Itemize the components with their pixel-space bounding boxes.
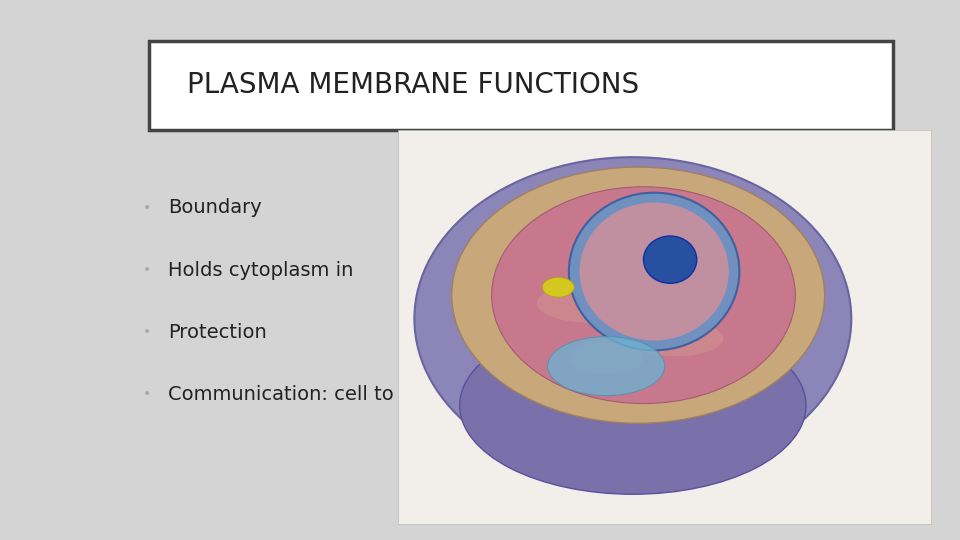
Text: •: • [143,325,151,339]
Ellipse shape [569,193,739,350]
Ellipse shape [569,342,643,374]
Ellipse shape [547,336,664,396]
Text: Protection: Protection [168,322,267,342]
Ellipse shape [590,303,676,335]
Ellipse shape [452,167,825,423]
Text: •: • [143,387,151,401]
Ellipse shape [643,236,697,284]
Ellipse shape [492,187,795,403]
Text: PLASMA MEMBRANE FUNCTIONS: PLASMA MEMBRANE FUNCTIONS [187,71,639,99]
Text: Communication: cell to ce: Communication: cell to ce [168,384,422,404]
Ellipse shape [415,157,852,481]
Ellipse shape [542,278,574,297]
Bar [398,130,931,524]
Ellipse shape [537,284,643,323]
Ellipse shape [460,317,806,494]
Ellipse shape [628,321,724,356]
Text: Holds cytoplasm in: Holds cytoplasm in [168,260,353,280]
Text: Boundary: Boundary [168,198,262,218]
FancyBboxPatch shape [149,40,893,130]
Text: •: • [143,263,151,277]
Text: •: • [143,201,151,215]
Ellipse shape [580,202,729,341]
